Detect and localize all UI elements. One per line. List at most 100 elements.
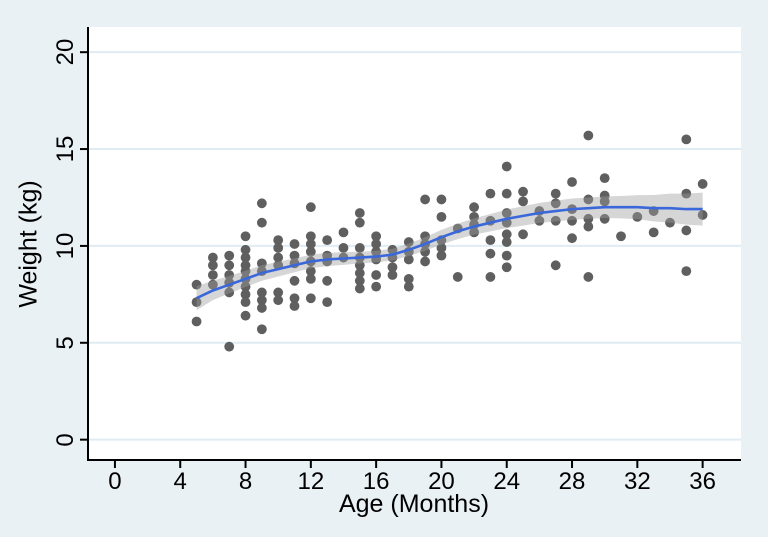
data-point	[256, 198, 267, 209]
x-axis-title: Age (Months)	[338, 490, 490, 518]
data-point	[550, 215, 561, 226]
data-point	[305, 202, 316, 213]
x-tick-label: 12	[297, 468, 325, 495]
data-point	[550, 188, 561, 199]
data-point	[567, 215, 577, 226]
data-point	[469, 202, 479, 213]
data-point	[322, 297, 333, 308]
data-point	[371, 270, 382, 280]
data-point	[567, 177, 577, 187]
data-point	[256, 303, 267, 313]
data-point	[550, 198, 561, 209]
data-point	[420, 231, 431, 242]
x-tick-label: 36	[689, 468, 716, 495]
data-point	[240, 266, 251, 277]
data-point	[224, 287, 235, 298]
data-point	[436, 194, 447, 205]
data-point	[305, 239, 316, 249]
data-point	[354, 242, 365, 253]
data-point	[583, 221, 594, 232]
data-point	[665, 217, 675, 228]
data-point	[518, 229, 528, 240]
data-point	[518, 196, 528, 207]
data-point	[371, 239, 382, 249]
data-point	[289, 275, 300, 286]
data-point	[354, 283, 365, 294]
data-point	[354, 268, 365, 278]
data-point	[697, 179, 708, 189]
data-point	[273, 287, 284, 298]
x-tick-label: 4	[173, 468, 187, 495]
data-point	[305, 231, 316, 242]
data-point	[191, 279, 202, 290]
plot-area	[88, 27, 741, 460]
data-point	[240, 244, 251, 255]
x-tick-label: 8	[238, 468, 253, 495]
data-point	[256, 217, 267, 228]
data-point	[256, 295, 267, 306]
data-point	[240, 310, 251, 321]
data-point	[436, 250, 447, 261]
data-point	[273, 242, 284, 253]
data-point	[305, 246, 316, 257]
data-point	[452, 272, 463, 282]
y-axis-title: Weight (kg)	[14, 180, 43, 308]
data-point	[583, 130, 594, 141]
data-point	[681, 188, 692, 199]
data-point	[256, 287, 267, 298]
data-point	[420, 194, 431, 205]
data-point	[354, 260, 365, 271]
data-point	[469, 211, 479, 222]
data-point	[697, 210, 708, 220]
x-tick-label: 16	[362, 468, 390, 495]
data-point	[681, 225, 692, 236]
data-point	[469, 227, 479, 238]
data-point	[485, 235, 496, 246]
y-tick-label: 15	[52, 135, 79, 163]
data-point	[632, 211, 643, 222]
x-tick-label: 24	[493, 468, 521, 495]
data-point	[681, 134, 692, 145]
data-point	[289, 293, 300, 304]
data-point	[224, 341, 235, 352]
data-point	[616, 231, 626, 242]
data-point	[273, 252, 284, 263]
data-point	[240, 231, 251, 242]
data-point	[550, 260, 561, 271]
data-point	[256, 324, 267, 335]
data-point	[501, 188, 512, 199]
data-point	[403, 254, 414, 265]
data-point	[436, 242, 447, 253]
data-point	[371, 246, 382, 257]
data-point	[485, 188, 496, 199]
data-point	[354, 217, 365, 228]
data-point	[224, 270, 235, 280]
data-point	[354, 275, 365, 286]
data-point	[240, 281, 251, 292]
data-point	[207, 260, 218, 271]
data-point	[305, 273, 316, 284]
y-tick-label: 0	[52, 432, 79, 447]
data-point	[567, 233, 577, 244]
data-point	[501, 237, 512, 247]
data-point	[501, 250, 512, 261]
data-point	[224, 260, 235, 271]
data-point	[583, 213, 594, 224]
data-point	[583, 272, 594, 282]
data-point	[403, 237, 414, 247]
data-point	[240, 289, 251, 300]
data-point	[501, 161, 512, 172]
data-point	[305, 266, 316, 277]
data-point	[371, 231, 382, 242]
data-point	[420, 246, 431, 257]
x-tick-label: 28	[558, 468, 586, 495]
data-point	[322, 275, 333, 286]
data-point	[207, 252, 218, 263]
x-tick-label: 32	[623, 468, 651, 495]
data-point	[436, 211, 447, 222]
data-point	[305, 293, 316, 304]
data-point	[371, 281, 382, 292]
data-point	[240, 297, 251, 308]
data-point	[387, 244, 398, 255]
data-point	[485, 248, 496, 259]
